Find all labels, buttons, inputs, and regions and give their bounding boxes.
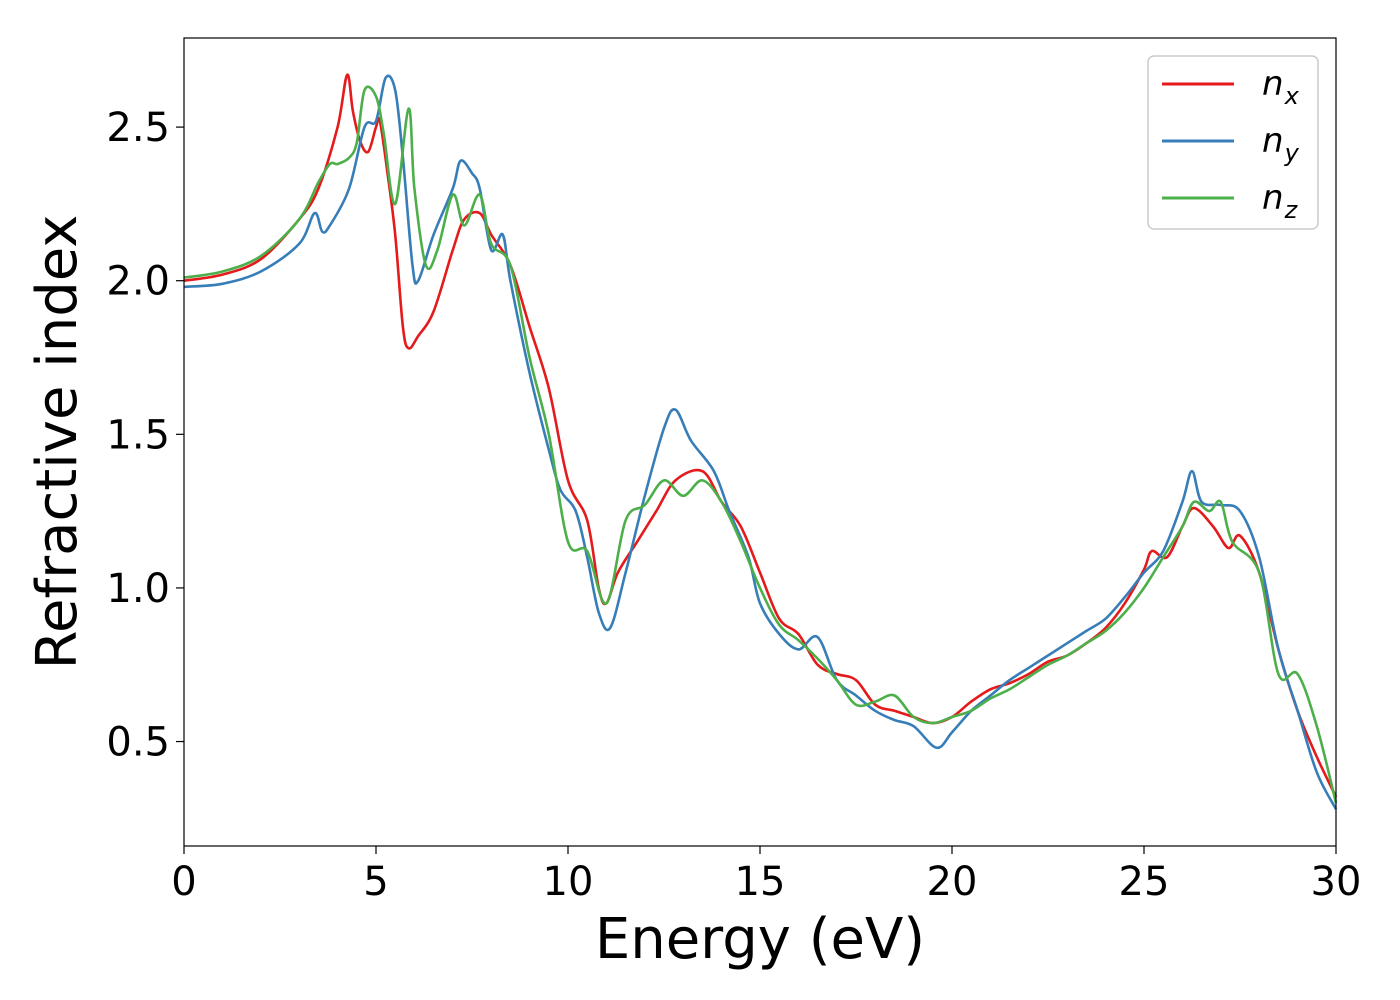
series-layer — [183, 73, 1338, 810]
series-line-ny — [183, 74, 1338, 810]
legend: nx ny nz — [1147, 55, 1319, 230]
x-tick-label: 25 — [1119, 859, 1170, 905]
x-tick-label: 0 — [171, 859, 196, 905]
series-line-nz — [183, 85, 1338, 804]
x-tick-label: 15 — [735, 859, 786, 905]
x-axis-ticks: 0 5 10 15 20 25 30 — [171, 846, 1361, 905]
legend-label-nz: nz — [1262, 178, 1299, 224]
y-tick-label: 2.5 — [106, 105, 170, 151]
x-tick-label: 30 — [1311, 859, 1362, 905]
x-tick-label: 5 — [363, 859, 388, 905]
y-tick-label: 0.5 — [106, 720, 170, 766]
y-axis-title: Refractive index — [25, 215, 90, 670]
legend-label-ny: ny — [1262, 121, 1300, 167]
y-tick-label: 1.5 — [106, 412, 170, 458]
y-tick-label: 1.0 — [106, 566, 170, 612]
y-axis-ticks: 0.5 1.0 1.5 2.0 2.5 — [106, 105, 184, 766]
y-tick-label: 2.0 — [106, 259, 170, 305]
legend-label-nx: nx — [1262, 64, 1300, 110]
x-axis-title: Energy (eV) — [595, 907, 925, 972]
x-tick-label: 20 — [927, 859, 978, 905]
plot-background — [184, 38, 1336, 846]
x-tick-label: 10 — [543, 859, 594, 905]
